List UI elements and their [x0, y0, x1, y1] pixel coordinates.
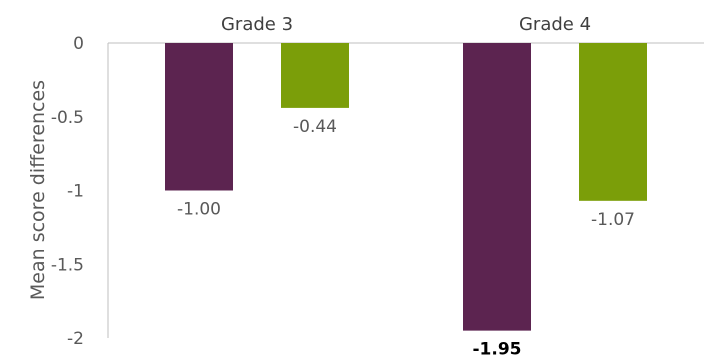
- bar: [165, 43, 233, 191]
- category-label: Grade 3: [221, 14, 293, 35]
- data-label: -1.00: [177, 200, 221, 220]
- data-labels: -1.00 -0.44 -1.95 -1.07: [177, 117, 635, 360]
- y-tick-label: 0: [73, 34, 84, 54]
- category-label: Grade 4: [519, 14, 591, 35]
- data-label: -0.44: [293, 117, 337, 137]
- bar: [281, 43, 349, 108]
- bar: [579, 43, 647, 201]
- y-tick-label: -2: [67, 329, 84, 349]
- bar: [463, 43, 531, 331]
- bars: [165, 43, 647, 331]
- y-tick-label: -1.5: [51, 255, 84, 275]
- axes: 0 -0.5 -1 -1.5 -2 Mean score differences Grade…: [27, 14, 704, 349]
- y-tick-label: -0.5: [51, 108, 84, 128]
- data-label: -1.95: [473, 340, 522, 360]
- y-tick-label: -1: [67, 182, 84, 202]
- y-axis-label: Mean score differences: [27, 80, 49, 300]
- data-label: -1.07: [591, 210, 635, 230]
